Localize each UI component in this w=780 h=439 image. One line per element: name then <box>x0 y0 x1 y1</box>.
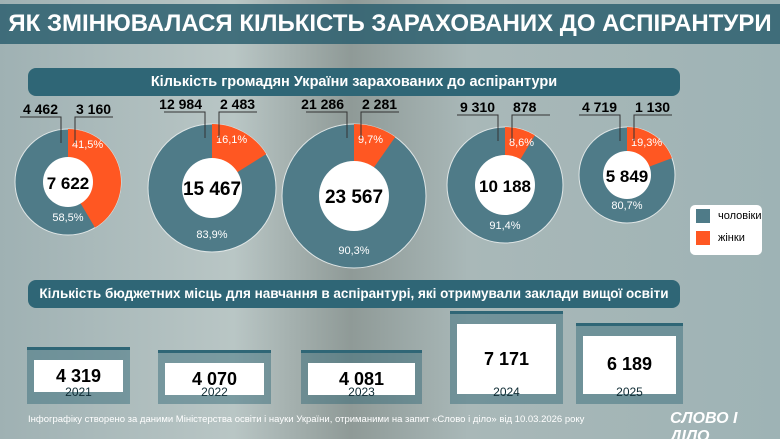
donut-hole <box>475 155 535 215</box>
legend-label: чоловіки <box>718 210 762 222</box>
legend-label: жінки <box>718 232 745 244</box>
men-leader <box>457 114 499 141</box>
women-count: 2 281 <box>362 96 397 112</box>
donut-hole <box>43 157 93 207</box>
page-title: ЯК ЗМІНЮВАЛАСЯ КІЛЬКІСТЬ ЗАРАХОВАНИХ ДО … <box>0 4 780 44</box>
men-count: 21 286 <box>301 96 344 112</box>
men-count: 12 984 <box>159 96 202 112</box>
men-leader <box>306 111 348 138</box>
donut-hole <box>319 161 389 231</box>
year-label: 2025 <box>616 385 643 399</box>
women-count: 2 483 <box>220 96 255 112</box>
year-label: 2024 <box>493 385 520 399</box>
year-label: 2023 <box>348 385 375 399</box>
women-pct: 41,5% <box>72 139 103 151</box>
donut-charts: 7 622 41,5% 58,5% 4 462 3 160 15 467 16,1% 83,9… <box>14 96 676 269</box>
bar-value-label: 7 171 <box>457 324 556 394</box>
legend-item-men: чоловіки <box>690 205 762 227</box>
donut-total: 23 567 <box>325 187 383 208</box>
women-pct: 9,7% <box>358 134 383 146</box>
legend: чоловіки жінки <box>690 205 762 255</box>
women-pct: 16,1% <box>216 134 247 146</box>
donut-total: 7 622 <box>47 174 90 193</box>
donut-2: 15 467 16,1% 83,9% 12 984 2 483 <box>147 96 277 253</box>
men-pct: 83,9% <box>196 229 227 241</box>
bar-section-title: Кількість бюджетних місць для навчання в… <box>28 280 680 308</box>
legend-item-women: жінки <box>690 227 762 249</box>
women-count: 878 <box>513 99 537 115</box>
donut-4: 10 188 8,6% 91,4% 9 310 878 <box>446 99 564 244</box>
donut-hole <box>182 158 242 218</box>
men-count: 4 462 <box>23 101 58 117</box>
legend-swatch <box>696 209 710 223</box>
women-leader <box>633 114 672 141</box>
donut-section-title: Кількість громадян України зарахованих д… <box>28 68 680 96</box>
women-leader <box>511 114 550 141</box>
women-leader <box>360 111 399 138</box>
men-pct: 90,3% <box>338 245 369 257</box>
bar-value-label: 4 081 <box>308 362 415 395</box>
year-label: 2022 <box>201 385 228 399</box>
bar-value-label: 6 189 <box>583 336 676 394</box>
men-pct: 80,7% <box>611 200 642 212</box>
donut-3: 23 567 9,7% 90,3% 21 286 2 281 <box>281 96 427 269</box>
women-pct: 19,3% <box>631 137 662 149</box>
men-leader <box>164 111 206 138</box>
donut-total: 10 188 <box>479 177 531 196</box>
men-count: 9 310 <box>460 99 495 115</box>
legend-swatch <box>696 231 710 245</box>
men-leader <box>20 116 62 143</box>
women-leader <box>74 116 113 143</box>
women-pct: 8,6% <box>509 137 534 149</box>
donut-hole <box>603 151 651 199</box>
men-leader <box>579 114 621 141</box>
donut-total: 5 849 <box>606 167 649 186</box>
women-count: 3 160 <box>76 101 111 117</box>
men-count: 4 719 <box>582 99 617 115</box>
donut-5: 5 849 19,3% 80,7% 4 719 1 130 <box>578 99 676 224</box>
year-label: 2021 <box>65 385 92 399</box>
women-count: 1 130 <box>635 99 670 115</box>
men-pct: 58,5% <box>52 212 83 224</box>
donut-1: 7 622 41,5% 58,5% 4 462 3 160 <box>14 101 122 236</box>
bar-value-label: 4 070 <box>165 363 264 396</box>
women-leader <box>218 111 257 138</box>
footer-note: Інфографіку створено за даними Міністерс… <box>28 414 585 425</box>
men-pct: 91,4% <box>489 220 520 232</box>
bar-value-label: 4 319 <box>34 359 123 392</box>
logo: СЛОВО І ДІЛО <box>670 410 738 439</box>
donut-total: 15 467 <box>183 179 241 200</box>
